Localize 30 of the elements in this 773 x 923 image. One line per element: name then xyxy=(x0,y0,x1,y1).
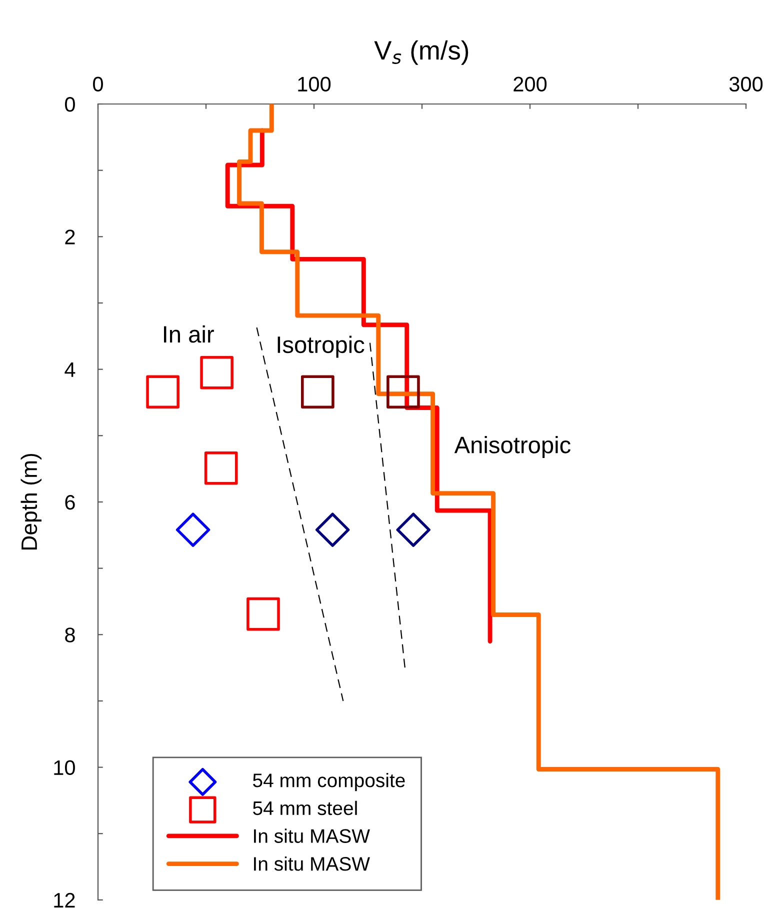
point xyxy=(386,375,420,409)
legend-label: 54 mm composite xyxy=(253,772,405,792)
y-tick-label: 10 xyxy=(54,760,75,776)
y-tick-label: 2 xyxy=(65,230,75,244)
x-axis-title: V$_{s}$ (m/s) xyxy=(374,40,468,65)
point xyxy=(200,356,234,390)
annotation: Isotropic xyxy=(278,336,364,358)
x-tick-label: 100 xyxy=(298,76,331,92)
x-tick-label: 200 xyxy=(514,76,547,92)
point xyxy=(315,512,350,547)
point xyxy=(246,597,280,631)
y-tick-label: 6 xyxy=(65,494,75,510)
legend-label: In situ MASW xyxy=(254,828,370,843)
y-tick-label: 4 xyxy=(64,362,76,377)
y-tick-label: 0 xyxy=(65,97,75,112)
x-tick-label: 0 xyxy=(93,76,103,92)
y-axis-title: Depth (m) xyxy=(20,454,42,550)
x-tick-label: 300 xyxy=(729,76,763,92)
point xyxy=(146,375,180,409)
y-tick-label: 12 xyxy=(54,892,75,908)
legend-label: In situ MASW xyxy=(254,856,370,871)
point xyxy=(204,451,238,485)
legend-label: 54 mm steel xyxy=(253,800,357,816)
point xyxy=(396,512,430,547)
line-series xyxy=(237,104,720,900)
annotation: In air xyxy=(164,325,214,343)
point xyxy=(176,512,210,547)
annotation: Anisotropic xyxy=(454,436,570,458)
y-tick-label: 8 xyxy=(65,628,75,642)
point xyxy=(301,375,334,409)
